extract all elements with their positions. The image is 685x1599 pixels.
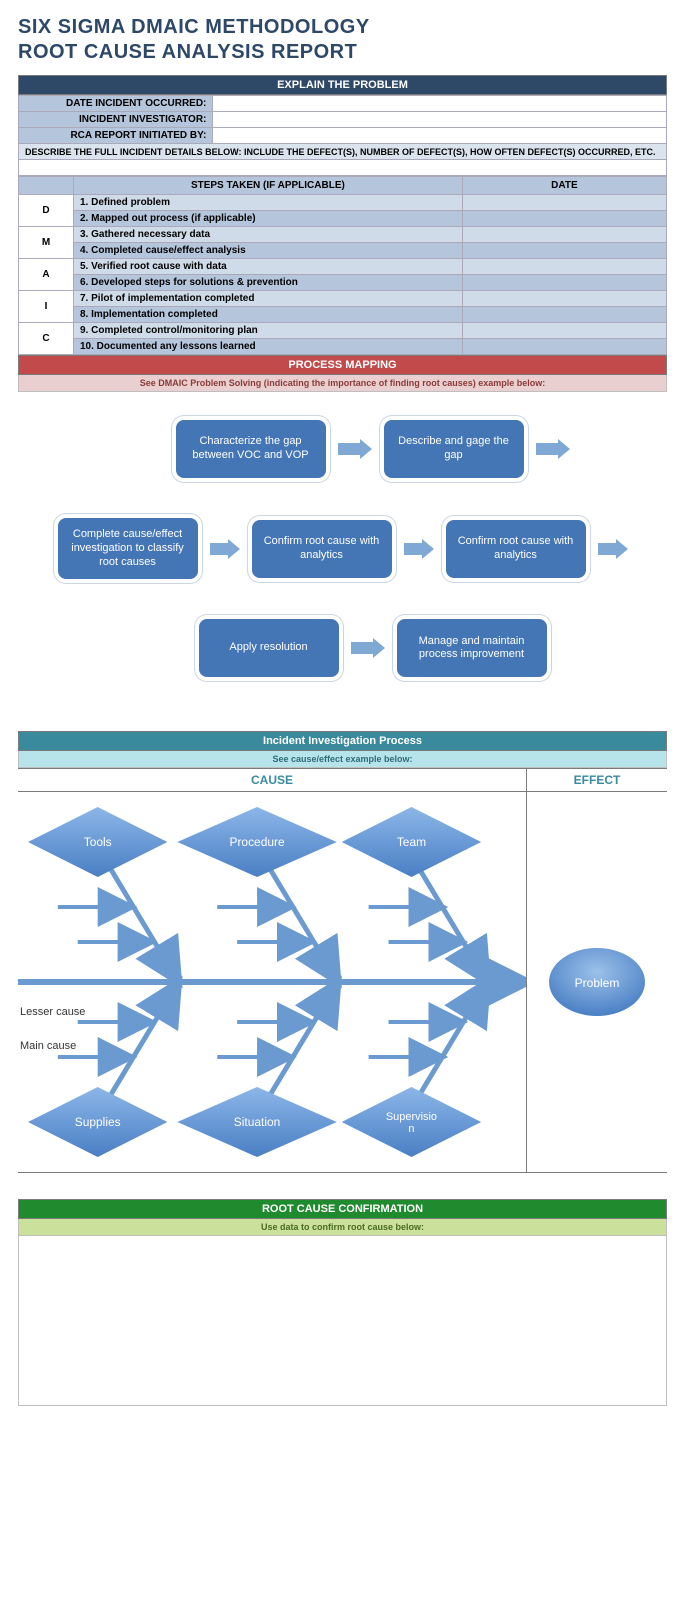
step-row: 8. Implementation completed xyxy=(74,307,463,323)
step-row: 7. Pilot of implementation completed xyxy=(74,291,463,307)
dmaic-letter: I xyxy=(19,291,74,323)
main-cause-label: Main cause xyxy=(20,1040,76,1052)
date-incident-label: DATE INCIDENT OCCURRED: xyxy=(19,96,213,112)
step-row: 9. Completed control/monitoring plan xyxy=(74,323,463,339)
initiated-by-input[interactable] xyxy=(213,128,667,144)
step-row: 5. Verified root cause with data xyxy=(74,259,463,275)
fish-cat: Supervisio xyxy=(386,1111,437,1123)
step-row: 10. Documented any lessons learned xyxy=(74,339,463,355)
dmaic-letter: M xyxy=(19,227,74,259)
process-subtext: See DMAIC Problem Solving (indicating th… xyxy=(18,375,667,392)
fish-cat: Situation xyxy=(234,1115,280,1129)
step-row: 1. Defined problem xyxy=(74,195,463,211)
initiated-by-label: RCA REPORT INITIATED BY: xyxy=(19,128,213,144)
describe-instruction: DESCRIBE THE FULL INCIDENT DETAILS BELOW… xyxy=(19,144,667,160)
problem-node: Problem xyxy=(575,976,620,990)
step-date-input[interactable] xyxy=(462,307,666,323)
dmaic-letter: A xyxy=(19,259,74,291)
arrow-right-icon xyxy=(351,638,385,658)
dmaic-letter: C xyxy=(19,323,74,355)
flow-node: Confirm root cause with analytics xyxy=(446,520,586,578)
step-row: 3. Gathered necessary data xyxy=(74,227,463,243)
fishbone-diagram: Tools Procedure Team Supplies Situation … xyxy=(18,792,667,1173)
explain-form: DATE INCIDENT OCCURRED: INCIDENT INVESTI… xyxy=(18,95,667,176)
investigator-input[interactable] xyxy=(213,112,667,128)
effect-label: EFFECT xyxy=(527,769,667,791)
describe-textarea[interactable] xyxy=(19,160,667,176)
fish-cat: Supplies xyxy=(75,1115,121,1129)
arrow-right-icon xyxy=(338,439,372,459)
explain-banner: EXPLAIN THE PROBLEM xyxy=(18,75,667,95)
steps-header: STEPS TAKEN (IF APPLICABLE) xyxy=(74,177,463,195)
step-row: 6. Developed steps for solutions & preve… xyxy=(74,275,463,291)
cause-effect-header: CAUSE EFFECT xyxy=(18,768,667,792)
confirm-banner: ROOT CAUSE CONFIRMATION xyxy=(18,1199,667,1219)
step-date-input[interactable] xyxy=(462,211,666,227)
flow-node: Confirm root cause with analytics xyxy=(252,520,392,578)
page-title: SIX SIGMA DMAIC METHODOLOGY ROOT CAUSE A… xyxy=(18,15,667,65)
process-flowchart: Characterize the gap between VOC and VOP… xyxy=(18,392,667,705)
arrow-right-icon xyxy=(598,539,628,559)
cause-label: CAUSE xyxy=(18,769,527,791)
step-row: 2. Mapped out process (if applicable) xyxy=(74,211,463,227)
step-date-input[interactable] xyxy=(462,227,666,243)
date-header: DATE xyxy=(462,177,666,195)
step-date-input[interactable] xyxy=(462,275,666,291)
lesser-cause-label: Lesser cause xyxy=(20,1006,85,1018)
incident-subtext: See cause/effect example below: xyxy=(18,751,667,768)
arrow-right-icon xyxy=(404,539,434,559)
investigator-label: INCIDENT INVESTIGATOR: xyxy=(19,112,213,128)
step-date-input[interactable] xyxy=(462,243,666,259)
arrow-right-icon xyxy=(210,539,240,559)
step-date-input[interactable] xyxy=(462,339,666,355)
flow-node: Describe and gage the gap xyxy=(384,420,524,478)
title-line-1: SIX SIGMA DMAIC METHODOLOGY xyxy=(18,15,667,40)
flow-node: Manage and maintain process improvement xyxy=(397,619,547,677)
date-incident-input[interactable] xyxy=(213,96,667,112)
step-date-input[interactable] xyxy=(462,323,666,339)
fish-cat: Procedure xyxy=(229,835,284,849)
confirm-textarea[interactable] xyxy=(18,1236,667,1406)
step-date-input[interactable] xyxy=(462,291,666,307)
flow-node: Apply resolution xyxy=(199,619,339,677)
svg-text:n: n xyxy=(408,1123,414,1135)
step-date-input[interactable] xyxy=(462,259,666,275)
fish-cat: Team xyxy=(397,835,426,849)
dmaic-letter: D xyxy=(19,195,74,227)
step-date-input[interactable] xyxy=(462,195,666,211)
incident-banner: Incident Investigation Process xyxy=(18,731,667,751)
process-banner: PROCESS MAPPING xyxy=(18,355,667,375)
fish-cat: Tools xyxy=(84,835,112,849)
steps-table: STEPS TAKEN (IF APPLICABLE) DATE D 1. De… xyxy=(18,176,667,355)
confirm-subtext: Use data to confirm root cause below: xyxy=(18,1219,667,1236)
arrow-right-icon xyxy=(536,439,570,459)
flow-node: Characterize the gap between VOC and VOP xyxy=(176,420,326,478)
step-row: 4. Completed cause/effect analysis xyxy=(74,243,463,259)
flow-node: Complete cause/effect investigation to c… xyxy=(58,518,198,579)
title-line-2: ROOT CAUSE ANALYSIS REPORT xyxy=(18,40,667,65)
